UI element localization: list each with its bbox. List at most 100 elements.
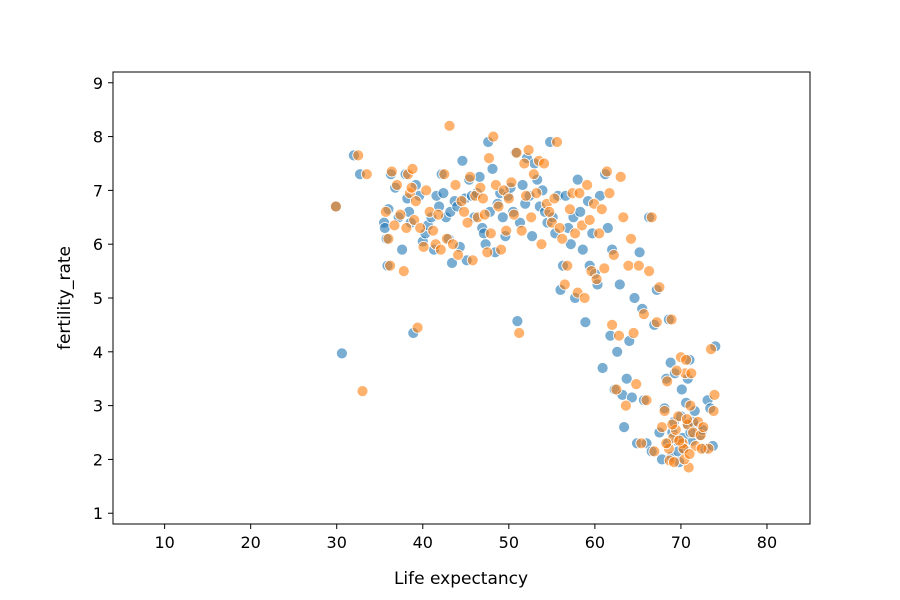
data-point [697,421,710,434]
data-point [685,367,698,380]
data-point [391,179,403,191]
data-point [516,179,529,191]
data-point [638,308,650,321]
data-point [511,315,524,328]
data-point [606,318,618,331]
data-point [492,200,505,213]
x-axis: 10 20 30 40 50 60 70 80 [154,524,777,552]
y-tick-label: 4 [93,343,103,362]
y-tick-label: 5 [93,289,103,308]
data-point [613,329,625,342]
y-tick-label: 1 [93,504,103,523]
data-point [329,200,342,213]
data-point [520,189,532,202]
data-point [553,222,566,234]
data-point [443,119,456,132]
data-point [464,170,477,183]
data-point [530,187,543,200]
y-tick-label: 8 [93,128,103,147]
data-point [666,418,679,431]
data-point [648,445,661,458]
data-point [438,168,451,181]
data-point [564,238,577,251]
data-point [452,249,465,261]
data-point [684,399,697,412]
data-point [449,179,462,191]
data-point [551,136,563,148]
data-point [622,259,635,272]
data-point [561,259,574,272]
data-point [626,391,638,404]
data-point [681,413,693,426]
data-point [502,192,515,205]
data-point [598,262,611,275]
data-point [595,203,608,216]
plot-area-frame [112,71,811,525]
y-tick-label: 7 [93,181,103,200]
series-0 [329,136,722,469]
x-tick-label: 80 [757,533,777,552]
data-point [665,313,678,326]
y-tick-label: 6 [93,235,103,254]
data-point [527,168,540,181]
data-point [643,265,655,278]
data-point [564,203,576,216]
x-tick-label: 30 [327,533,347,552]
data-point [607,249,620,261]
data-point [409,195,422,208]
data-point [640,394,653,407]
data-point [500,224,513,237]
data-point [635,437,648,450]
data-point [510,146,523,159]
data-point [601,222,614,234]
data-point [420,184,433,197]
data-point [456,154,469,167]
data-point [535,238,548,251]
y-tick-label: 2 [93,450,103,469]
data-point [396,243,409,256]
y-axis: 1 2 3 4 5 6 7 8 9 [93,74,113,523]
data-point [495,243,508,256]
data-point [708,388,721,401]
data-point [596,362,609,374]
x-tick-label: 70 [671,533,691,552]
data-point [705,343,717,356]
data-point [458,205,471,218]
data-point [388,219,401,232]
data-point [673,434,686,447]
data-point [481,246,494,259]
data-point [397,265,410,278]
data-point [583,214,596,226]
data-point [645,211,658,224]
data-point [632,259,645,272]
data-point [633,246,646,259]
data-point [446,238,459,251]
data-point [573,187,586,200]
data-point [603,187,616,200]
data-point [695,442,708,455]
data-point [474,181,487,194]
data-point [356,385,369,398]
data-point [620,372,633,385]
x-axis-title: Life expectancy [394,569,528,589]
data-point [478,208,491,221]
data-point [683,448,696,460]
data-point [653,281,666,294]
data-point [496,211,509,224]
data-point [411,321,424,334]
data-point [434,243,447,256]
data-point [525,211,538,224]
data-point [571,173,584,186]
data-point [675,383,688,396]
data-point [668,456,680,469]
data-point [625,232,637,245]
data-point [569,227,581,240]
data-point [382,232,395,245]
data-point [548,192,561,205]
data-point [406,162,419,175]
data-point [618,421,630,434]
data-point [487,130,500,143]
data-point [574,205,587,218]
data-point [581,179,593,191]
